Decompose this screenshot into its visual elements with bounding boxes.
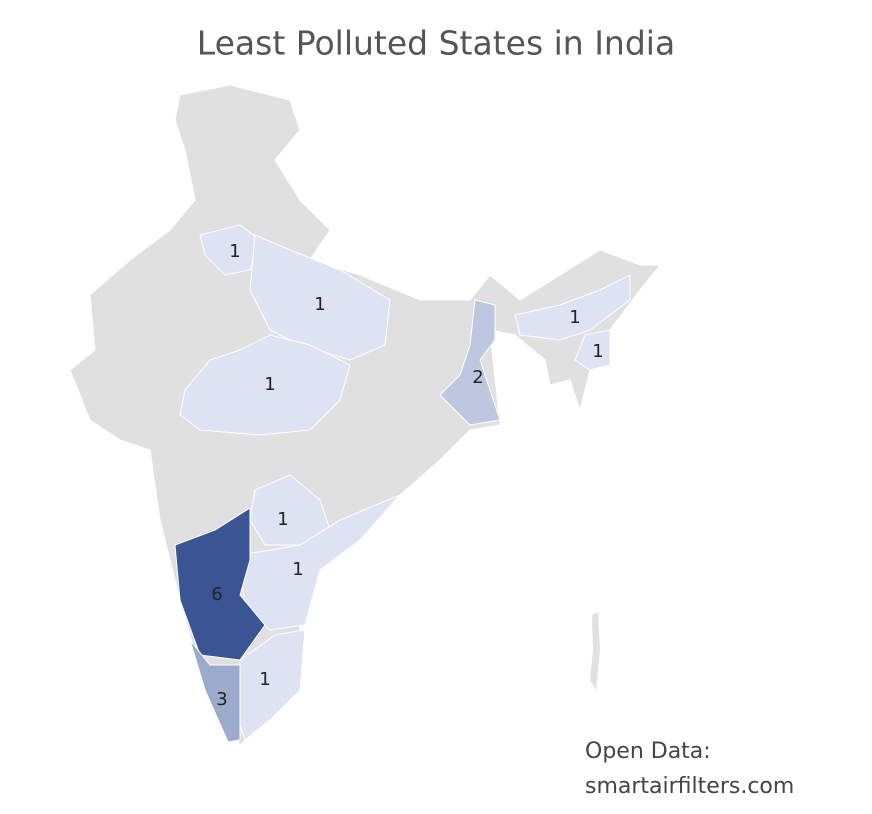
map-title: Least Polluted States in India [197,24,675,63]
region [174,507,266,661]
value-label: 1 [592,341,603,362]
value-label: 1 [259,669,270,690]
region [574,329,611,371]
region [249,234,391,361]
value-label: 1 [314,294,325,315]
value-label: 1 [292,559,303,580]
region [189,639,241,743]
value-label: 6 [211,584,222,605]
annotation: Open Data: [585,739,711,764]
value-label: 1 [264,374,275,395]
value-label: 1 [277,509,288,530]
country-outline [69,84,662,746]
annotation: smartairfilters.com [585,774,794,799]
value-label: 1 [229,241,240,262]
region [179,334,351,436]
value-label: 3 [216,689,227,710]
value-label: 1 [569,307,580,328]
region [439,299,501,426]
value-label: 2 [472,367,483,388]
region [199,224,261,276]
region [514,274,631,341]
islands [590,612,600,690]
